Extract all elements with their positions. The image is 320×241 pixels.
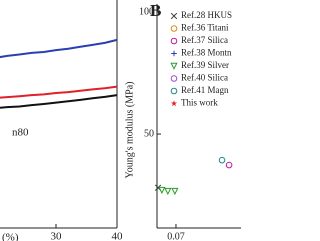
legend-label: Ref.37 Silica [181,35,228,45]
legend-marker [170,100,178,107]
x-tick-label: 30 [51,231,63,241]
legend-label: Ref.40 Silica [181,73,228,83]
legend-marker [170,62,178,70]
y-tick-label: 50 [144,128,154,139]
marker [171,187,179,196]
line [0,38,118,59]
legend-label: Ref.28 HKUS [181,10,232,20]
legend-label: Ref.41 Magn [181,85,229,95]
legend-marker [170,37,178,45]
annotation: n80 [12,127,29,139]
x-axis-label: (%) [2,232,19,241]
line [0,85,118,99]
line [0,94,118,109]
y-tick-label: 100 [139,6,154,17]
legend-marker [170,87,178,95]
legend-label: Ref.39 Silver [181,60,229,70]
x-tick-label: 40 [112,231,124,241]
legend-marker [170,12,178,20]
legend-marker [170,25,178,32]
legend-label: Ref.38 Montn [181,48,232,58]
marker [158,186,166,195]
x-tick-label: 0.07 [167,231,185,241]
figure: n80 (%) B Young's modulus (MPa) 30 40 50 10… [0,0,241,241]
legend-marker [170,75,178,82]
panel-label: B [150,1,161,20]
legend-label: This work [181,98,218,108]
legend-marker [171,50,177,57]
marker [218,156,226,164]
marker [164,187,172,196]
y-axis-label: Young's modulus (MPa) [124,82,135,179]
marker [225,161,233,169]
legend-label: Ref.36 Titani [181,23,229,33]
